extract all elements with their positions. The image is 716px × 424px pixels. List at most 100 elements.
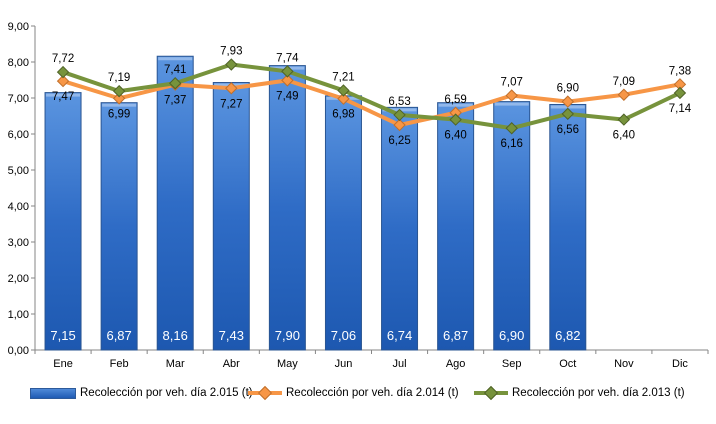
x-tick-label: Mar bbox=[166, 358, 185, 370]
legend: Recolección por veh. día 2.015 (t) Recol… bbox=[0, 381, 716, 411]
bar-data-label: 7,06 bbox=[331, 328, 356, 343]
y-tick-label: 2,00 bbox=[8, 273, 29, 285]
line-data-label: 7,21 bbox=[332, 71, 354, 83]
line-data-label: 7,09 bbox=[613, 76, 635, 88]
y-tick-label: 5,00 bbox=[8, 165, 29, 177]
bar-highlight bbox=[494, 102, 529, 106]
bar-highlight bbox=[102, 103, 137, 107]
bar-data-label: 6,74 bbox=[387, 328, 412, 343]
line-point-marker bbox=[281, 74, 294, 87]
line-point-marker bbox=[505, 89, 518, 102]
line-data-label: 7,37 bbox=[164, 95, 186, 107]
y-tick-label: 6,00 bbox=[8, 129, 29, 141]
line-point-marker bbox=[337, 84, 350, 97]
line-data-label: 7,72 bbox=[52, 53, 74, 65]
legend-swatch-2013 bbox=[474, 385, 508, 401]
legend-label-2015: Recolección por veh. día 2.015 (t) bbox=[80, 387, 253, 399]
bar bbox=[212, 82, 250, 351]
line-data-label: 7,14 bbox=[669, 103, 692, 115]
bar-data-label: 7,15 bbox=[50, 328, 75, 343]
line-point-marker bbox=[393, 108, 406, 122]
line-data-label: 6,90 bbox=[557, 83, 579, 95]
legend-item-2014: Recolección por veh. día 2.014 (t) bbox=[248, 385, 459, 401]
x-tick-label: Ene bbox=[53, 358, 73, 370]
line-data-label: 6,16 bbox=[501, 138, 523, 150]
line-point-marker bbox=[617, 88, 631, 101]
bar bbox=[324, 95, 362, 351]
line-data-label: 6,56 bbox=[557, 124, 579, 136]
legend-item-2015: Recolección por veh. día 2.015 (t) bbox=[30, 387, 253, 399]
x-tick-label: Nov bbox=[614, 358, 634, 370]
line-data-label: 7,93 bbox=[220, 46, 242, 58]
line-data-label: 6,40 bbox=[613, 130, 635, 142]
line-data-label: 7,27 bbox=[220, 98, 242, 110]
x-tick-label: Jul bbox=[393, 358, 407, 370]
line-point-marker bbox=[169, 77, 182, 90]
y-tick-label: 0,00 bbox=[8, 345, 29, 357]
line-point-marker bbox=[505, 122, 518, 135]
line-point-marker bbox=[112, 84, 126, 98]
line-point-marker bbox=[281, 65, 294, 78]
line-point-marker bbox=[617, 113, 631, 126]
bar-data-label: 8,16 bbox=[163, 328, 188, 343]
bar-highlight bbox=[438, 103, 473, 107]
legend-label-2013: Recolección por veh. día 2.013 (t) bbox=[512, 387, 685, 399]
legend-label-2014: Recolección por veh. día 2.014 (t) bbox=[286, 387, 459, 399]
x-tick-label: Ago bbox=[446, 358, 466, 370]
legend-swatch-2014 bbox=[248, 385, 282, 401]
y-tick-label: 4,00 bbox=[8, 201, 29, 213]
x-tick-label: Sep bbox=[502, 358, 522, 370]
bar bbox=[437, 102, 475, 351]
legend-item-2013: Recolección por veh. día 2.013 (t) bbox=[474, 385, 685, 401]
line-data-label: 7,19 bbox=[108, 72, 130, 84]
bar bbox=[381, 106, 419, 351]
bar-highlight bbox=[158, 57, 193, 61]
line-point-marker bbox=[561, 107, 574, 121]
bar-data-label: 6,90 bbox=[499, 328, 524, 343]
line-data-label: 7,41 bbox=[164, 64, 186, 76]
line-point-marker bbox=[393, 118, 406, 132]
line-data-label: 7,74 bbox=[276, 52, 299, 64]
line-point-marker bbox=[561, 95, 574, 108]
line-data-label: 6,98 bbox=[332, 109, 354, 121]
bar-data-label: 6,87 bbox=[106, 328, 131, 343]
line-point-marker bbox=[56, 65, 70, 79]
line-point-marker bbox=[673, 86, 687, 100]
y-tick-label: 1,00 bbox=[8, 309, 29, 321]
line-data-label: 6,59 bbox=[444, 94, 466, 106]
y-tick-label: 3,00 bbox=[8, 237, 29, 249]
line-data-label: 7,47 bbox=[52, 91, 74, 103]
bar-highlight bbox=[46, 93, 81, 97]
line-data-label: 6,99 bbox=[108, 108, 130, 120]
bar bbox=[493, 101, 531, 351]
x-tick-label: Oct bbox=[559, 358, 576, 370]
bar bbox=[268, 65, 306, 351]
line-data-label: 7,07 bbox=[501, 76, 523, 88]
line-point-marker bbox=[225, 58, 238, 71]
line-data-label: 6,53 bbox=[388, 96, 410, 108]
line-data-label: 6,25 bbox=[388, 135, 410, 147]
bar bbox=[44, 92, 82, 351]
series-line-2013 bbox=[61, 62, 682, 131]
legend-swatch-2015 bbox=[30, 387, 76, 399]
y-tick-label: 8,00 bbox=[8, 57, 29, 69]
bar bbox=[156, 55, 194, 351]
line-point-marker bbox=[112, 92, 126, 105]
x-tick-label: Abr bbox=[223, 358, 240, 370]
bar-data-label: 7,90 bbox=[275, 328, 300, 343]
bar-data-label: 7,43 bbox=[219, 328, 244, 343]
y-tick-label: 7,00 bbox=[8, 93, 29, 105]
y-tick-label: 9,00 bbox=[8, 21, 29, 33]
line-point-marker bbox=[225, 82, 238, 95]
line-data-label: 7,38 bbox=[669, 65, 691, 77]
x-tick-label: May bbox=[277, 358, 298, 370]
line-point-marker bbox=[449, 113, 462, 126]
line-point-marker bbox=[337, 92, 350, 105]
x-tick-label: Dic bbox=[672, 358, 688, 370]
x-tick-label: Feb bbox=[110, 358, 129, 370]
series-line-2014 bbox=[61, 78, 682, 127]
line-data-label: 7,49 bbox=[276, 90, 298, 102]
bar bbox=[549, 103, 587, 351]
x-tick-label: Jun bbox=[335, 358, 353, 370]
bar bbox=[100, 102, 138, 351]
